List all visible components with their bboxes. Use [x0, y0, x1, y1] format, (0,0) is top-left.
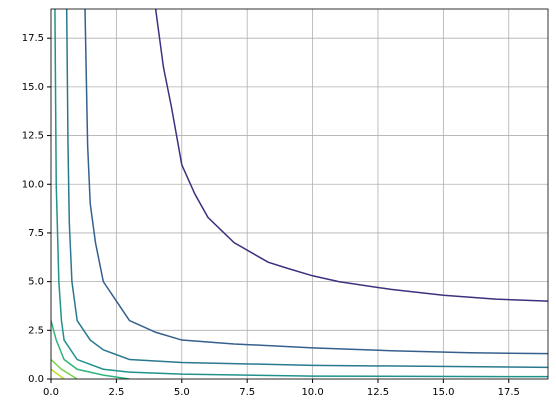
- contour-line: [51, 358, 78, 379]
- x-tick-label: 2.5: [108, 387, 124, 398]
- x-tick-label: 5.0: [174, 387, 190, 398]
- y-tick-label: 12.5: [22, 131, 44, 142]
- x-tick-label: 7.5: [239, 387, 255, 398]
- x-tick-label: 0.0: [43, 387, 59, 398]
- x-tick-label: 12.5: [367, 387, 389, 398]
- y-tick-label: 0.0: [28, 374, 44, 385]
- plot-frame: [50, 8, 549, 380]
- y-tick-label: 7.5: [28, 228, 44, 239]
- x-tick-label: 15.0: [432, 387, 454, 398]
- y-tick-label: 2.5: [28, 325, 44, 336]
- y-tick-label: 5.0: [28, 277, 44, 288]
- y-tick-label: 15.0: [22, 82, 44, 93]
- x-tick-label: 17.5: [498, 387, 520, 398]
- contour-line: [51, 320, 130, 379]
- y-tick-label: 10.0: [22, 179, 44, 190]
- contour-line: [54, 9, 548, 378]
- contour-line: [84, 9, 548, 355]
- contour-line: [51, 368, 65, 379]
- x-tick-label: 10.0: [301, 387, 323, 398]
- contour-line: [65, 9, 548, 369]
- y-tick-label: 17.5: [22, 33, 44, 44]
- contour-line: [154, 9, 548, 302]
